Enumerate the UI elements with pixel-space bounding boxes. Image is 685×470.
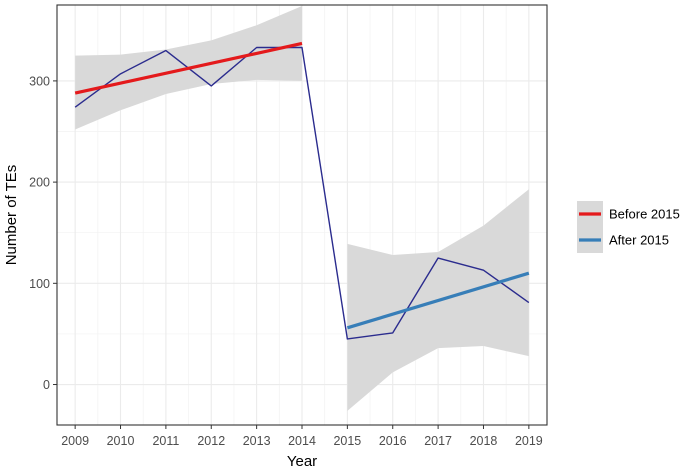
x-tick-label: 2019 <box>515 434 543 448</box>
axis-ticks: 2009 2010 2011 2012 2013 2014 2015 2016 2017 2018… <box>29 74 543 448</box>
fit-line-after-2015 <box>346 271 530 330</box>
legend-label: After 2015 <box>609 233 669 248</box>
legend: Before 2015 After 2015 <box>577 201 680 253</box>
y-tick-label: 100 <box>29 277 50 291</box>
x-tick-label: 2018 <box>470 434 498 448</box>
x-tick-label: 2017 <box>424 434 452 448</box>
x-tick-label: 2016 <box>379 434 407 448</box>
x-tick-label: 2012 <box>197 434 225 448</box>
y-tick-label: 0 <box>43 378 50 392</box>
fit-line-before-2015 <box>74 41 303 95</box>
x-tick-label: 2010 <box>107 434 135 448</box>
x-tick-label: 2015 <box>333 434 361 448</box>
x-axis-title: Year <box>287 453 317 470</box>
y-tick-label: 300 <box>29 74 50 88</box>
x-tick-label: 2009 <box>61 434 89 448</box>
legend-label: Before 2015 <box>609 207 680 222</box>
x-tick-label: 2013 <box>243 434 271 448</box>
data-lines <box>74 41 530 340</box>
observed-line <box>74 46 530 340</box>
x-tick-label: 2011 <box>152 434 179 448</box>
y-axis-title: Number of TEs <box>3 165 20 266</box>
x-tick-label: 2014 <box>288 434 316 448</box>
y-tick-label: 200 <box>29 176 50 190</box>
